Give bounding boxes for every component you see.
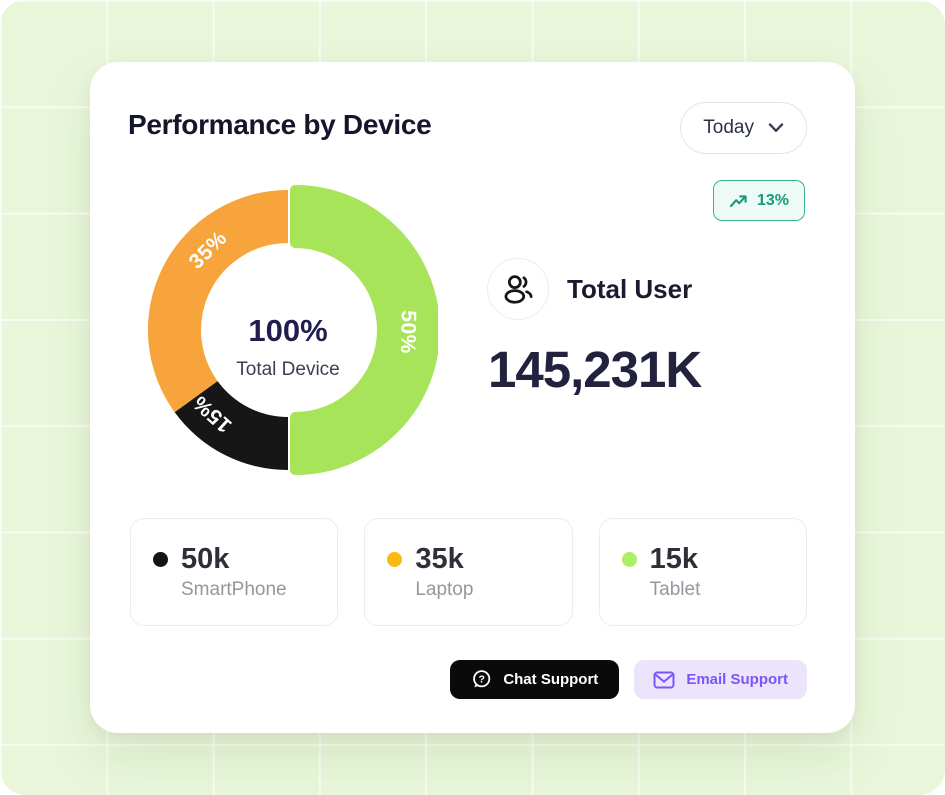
total-user-value: 145,231K (488, 341, 702, 398)
stat-label-smartphone: SmartPhone (181, 579, 287, 600)
device-donut-chart: 50% 35% 15% 100% Total Device (138, 180, 440, 480)
total-user-header: Total User (487, 258, 692, 320)
email-icon (653, 671, 675, 689)
donut-slice-laptop (147, 190, 288, 413)
chevron-down-icon (768, 123, 784, 133)
stat-card-tablet: 15k Tablet (598, 518, 807, 626)
device-stats-row: 50k SmartPhone 35k Laptop 15k Tablet (130, 518, 807, 626)
svg-text:?: ? (479, 673, 485, 685)
stat-card-smartphone: 50k SmartPhone (130, 518, 339, 626)
stat-value-tablet: 15k (649, 543, 699, 575)
stat-label-laptop: Laptop (415, 579, 474, 600)
legend-dot-tablet (621, 552, 637, 567)
support-actions: ? Chat Support Email Support (450, 660, 807, 699)
chat-support-button[interactable]: ? Chat Support (450, 660, 620, 699)
stat-value-laptop: 35k (415, 543, 464, 575)
stat-card-laptop: 35k Laptop (364, 518, 573, 626)
trend-badge: 13% (712, 180, 805, 221)
donut-slice-tablet (290, 185, 440, 475)
donut-center-label: Total Device (236, 359, 340, 380)
legend-dot-smartphone (153, 552, 168, 567)
email-support-label: Email Support (686, 671, 788, 688)
trend-badge-value: 13% (756, 191, 789, 209)
donut-label-50: 50% (396, 310, 420, 354)
legend-dot-laptop (387, 552, 403, 567)
chat-support-label: Chat Support (503, 671, 599, 688)
card-title: Performance by Device (128, 109, 432, 140)
chat-bubble-icon: ? (471, 669, 492, 690)
trend-up-icon (729, 193, 748, 209)
users-icon (487, 258, 549, 320)
stat-label-tablet: Tablet (649, 579, 701, 600)
email-support-button[interactable]: Email Support (634, 660, 807, 699)
total-user-label: Total User (567, 273, 693, 304)
period-selector-button[interactable]: Today (680, 102, 807, 154)
donut-svg: 50% 35% 15% 100% Total Device (147, 185, 440, 475)
performance-card: Performance by Device Today 13% (90, 62, 855, 733)
donut-slice-smartphone (174, 381, 288, 471)
period-selector-label: Today (703, 117, 754, 138)
donut-center-value: 100% (248, 313, 327, 348)
stat-value-smartphone: 50k (181, 543, 230, 575)
